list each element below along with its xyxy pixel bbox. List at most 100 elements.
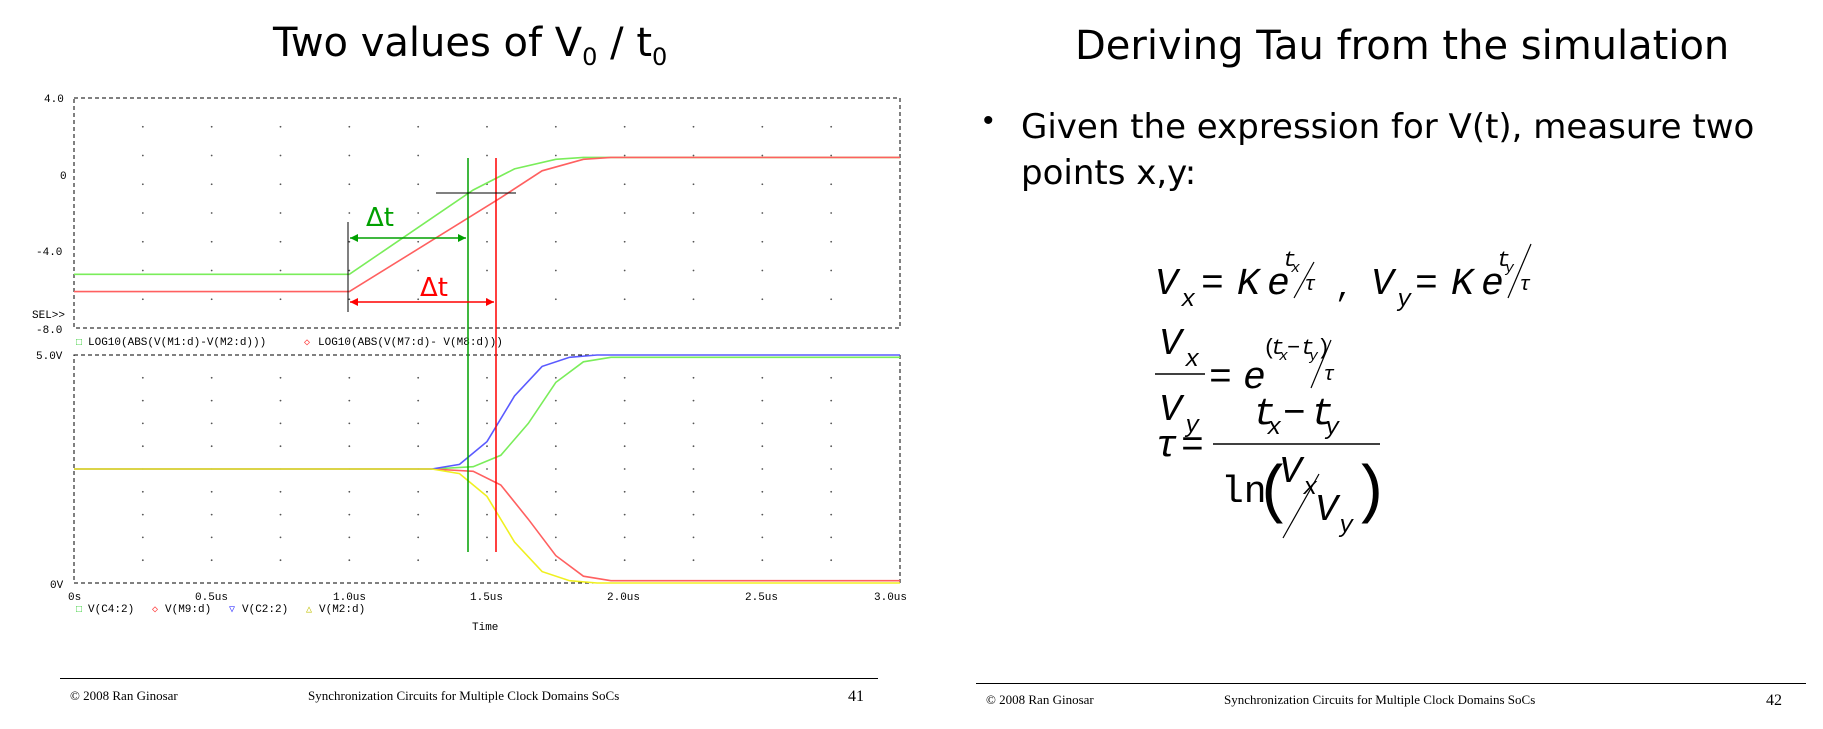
grid-dot	[692, 298, 695, 301]
footer-copyright: © 2008 Ran Ginosar	[986, 692, 1094, 707]
grid-dot	[761, 240, 764, 243]
grid-dot	[348, 125, 351, 128]
grid-dot	[141, 269, 144, 272]
grid-dot	[348, 298, 351, 301]
eq1-tx-sub: x	[1290, 260, 1300, 277]
eq1-tau2: τ	[1519, 274, 1531, 297]
grid-dot	[830, 240, 833, 243]
grid-dot	[348, 212, 351, 214]
eq1-tau: τ	[1304, 274, 1316, 297]
grid-dot	[761, 212, 764, 214]
slide-42: Deriving Tau from the simulation • Given…	[911, 0, 1823, 729]
eq1-ty-sub: y	[1504, 260, 1515, 277]
page-number: 42	[1766, 692, 1782, 709]
footer-copyright: © 2008 Ran Ginosar	[70, 688, 178, 703]
eq1-eq: =	[1201, 263, 1224, 306]
grid-dot	[830, 399, 833, 402]
red-arrow-head-left	[350, 298, 358, 306]
grid-dot	[830, 536, 833, 539]
grid-dot	[279, 536, 282, 539]
top-legend-item-1: LOG10(ABS(V(M1:d)-V(M2:d)))	[88, 337, 266, 349]
grid-dot	[486, 536, 488, 539]
eq1-eq2: =	[1415, 263, 1438, 306]
eq2-tau: τ	[1323, 364, 1335, 387]
grid-dot	[141, 559, 144, 562]
grid-dot	[692, 513, 695, 516]
series-line-1	[74, 356, 900, 470]
grid-dot	[692, 125, 695, 128]
bottom-series-group	[74, 354, 900, 584]
bottom-legend-marker-4: △	[306, 605, 312, 616]
grid-dot	[554, 376, 557, 379]
grid-dot	[692, 154, 695, 157]
grid-dot	[554, 183, 557, 186]
eq2-t: t	[1271, 336, 1284, 361]
grid-dot	[279, 490, 282, 493]
grid-dot	[830, 125, 833, 128]
grid-dot	[761, 468, 764, 470]
grid-dot	[210, 376, 213, 379]
eq1-K2: K	[1451, 263, 1476, 306]
grid-dot	[761, 536, 764, 539]
grid-dot	[554, 536, 557, 539]
eq2-minus: −	[1287, 336, 1300, 361]
grid-dot	[486, 125, 488, 128]
top-plot-frame	[73, 97, 901, 329]
grid-dot	[623, 183, 626, 186]
green-delta-label: Δt	[366, 203, 394, 233]
eq1-t2: t	[1497, 248, 1510, 273]
grid-dot	[554, 154, 557, 157]
eq1-V2: V	[1371, 263, 1397, 306]
eq3-ty-sub: y	[1324, 415, 1340, 442]
grid-dot	[623, 399, 626, 402]
grid-dot	[210, 240, 213, 243]
grid-dot	[486, 154, 488, 157]
grid-dot	[417, 490, 420, 493]
x-tick: 1.0us	[333, 592, 366, 604]
grid-dot	[830, 513, 833, 516]
grid-dot	[761, 513, 764, 516]
eq1-K: K	[1237, 263, 1262, 306]
grid-dot	[623, 536, 626, 539]
grid-dot	[417, 125, 420, 128]
grid-dot	[486, 468, 488, 470]
eq3-minus: −	[1283, 393, 1306, 436]
eq3-tau: τ	[1155, 425, 1178, 468]
grid-dot	[417, 183, 420, 186]
bottom-legend-item-4: V(M2:d)	[319, 604, 365, 616]
eq1-t: t	[1283, 248, 1296, 273]
grid-dot	[830, 559, 833, 562]
grid-dot	[279, 298, 282, 301]
grid-dot	[692, 269, 695, 272]
grid-dot	[210, 490, 213, 493]
eq3-t: t	[1253, 393, 1276, 436]
eq3-lparen: (	[1255, 458, 1293, 530]
series-line-3	[74, 354, 900, 470]
bottom-legend-marker-2: ◇	[152, 605, 158, 616]
eq2-ty-sub: y	[1308, 348, 1319, 365]
eq2-x: x	[1184, 347, 1200, 374]
grid-dot	[348, 376, 351, 379]
grid-dot	[141, 154, 144, 157]
eq3-ln: ln	[1221, 471, 1267, 514]
bottom-plot-frame	[73, 354, 901, 584]
x-tick: 1.5us	[470, 592, 503, 604]
x-tick: 2.5us	[745, 592, 778, 604]
page-number: 41	[848, 688, 864, 705]
grid-dot	[279, 376, 282, 379]
grid-dot	[761, 559, 764, 562]
top-legend-item-2: LOG10(ABS(V(M7:d)- V(M8:d)))	[318, 337, 503, 349]
grid-dot	[623, 513, 626, 516]
bottom-legend-marker-1: □	[76, 605, 82, 616]
grid-dot	[830, 468, 833, 470]
grid-dot	[210, 125, 213, 128]
slide-title: Deriving Tau from the simulation	[1075, 23, 1730, 69]
eq3-t2: t	[1311, 393, 1334, 436]
grid-dot	[417, 445, 420, 448]
eq1-e: e	[1267, 263, 1290, 306]
eq3-rparen: )	[1351, 458, 1389, 530]
simulation-plot: 4.0 0 -4.0 SEL>> -8.0 5.0V 0V 0s 0.5us 1…	[32, 94, 907, 634]
grid-dot	[417, 376, 420, 379]
eq1-x: x	[1180, 287, 1196, 314]
grid-dot	[417, 399, 420, 402]
